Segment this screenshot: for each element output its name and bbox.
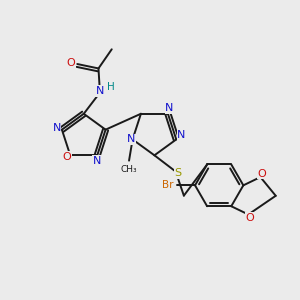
Text: CH₃: CH₃ [121, 165, 137, 174]
Text: N: N [165, 103, 174, 113]
Text: S: S [174, 168, 182, 178]
Text: N: N [52, 123, 61, 133]
Text: O: O [66, 58, 75, 68]
Text: N: N [177, 130, 186, 140]
Text: Br: Br [162, 180, 173, 190]
Text: O: O [257, 169, 266, 178]
Text: N: N [93, 156, 101, 166]
Text: O: O [245, 213, 254, 223]
Text: N: N [127, 134, 135, 144]
Text: O: O [62, 152, 71, 162]
Text: N: N [96, 86, 104, 96]
Text: H: H [107, 82, 115, 92]
